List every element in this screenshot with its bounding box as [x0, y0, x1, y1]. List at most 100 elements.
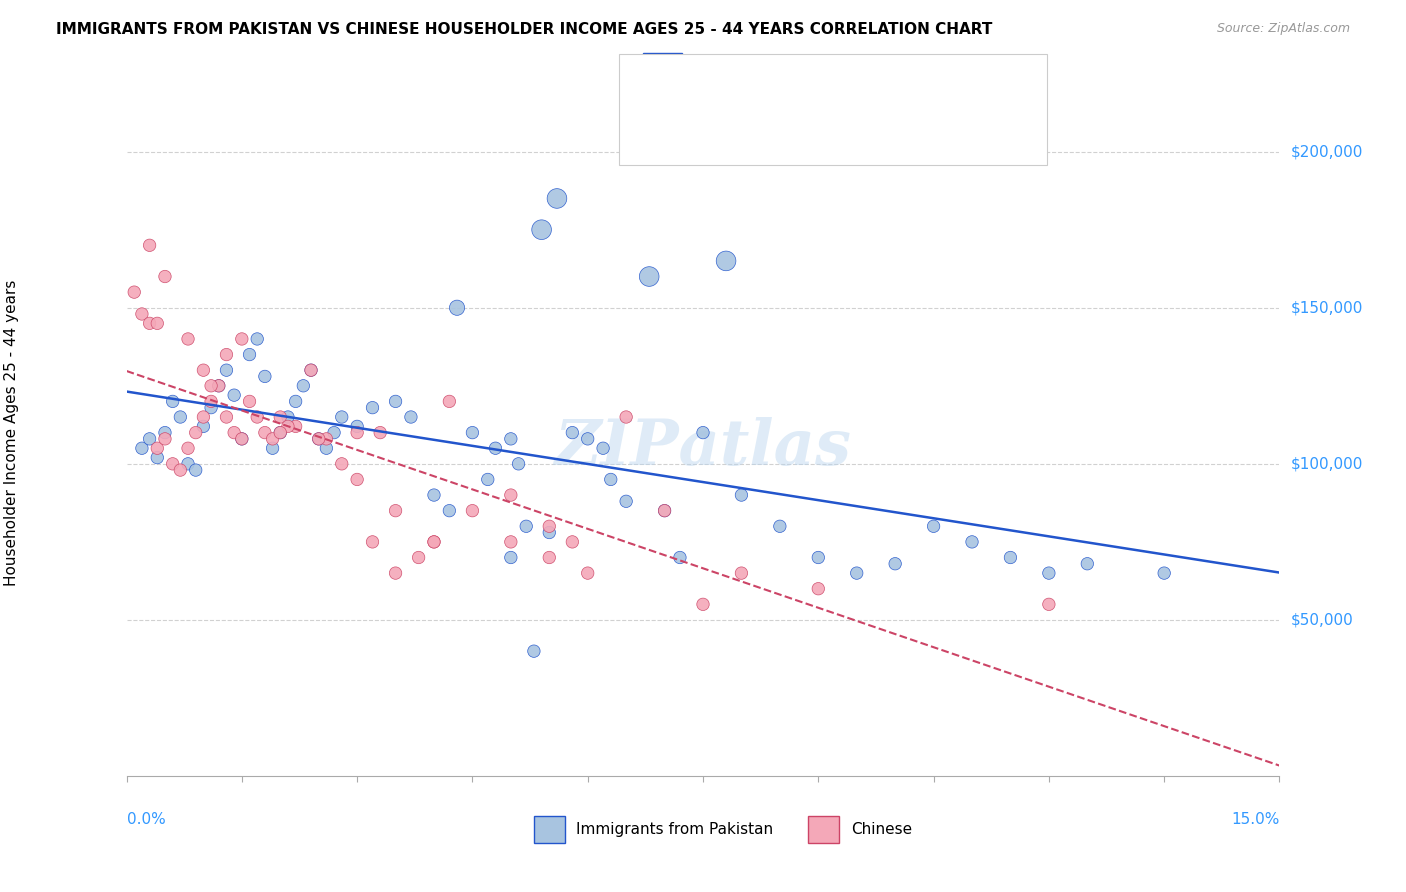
Point [461, 503, 484, 517]
Point [368, 425, 391, 440]
Point [200, 394, 222, 409]
Point [193, 419, 215, 434]
Text: -0.020: -0.020 [741, 62, 796, 77]
Text: N =: N = [823, 62, 866, 77]
Point [330, 410, 353, 425]
Point [138, 316, 160, 330]
Point [200, 401, 222, 415]
Point [1076, 557, 1098, 571]
Point [138, 432, 160, 446]
Text: N =: N = [823, 107, 866, 121]
Point [208, 378, 231, 392]
Point [1038, 598, 1060, 612]
Point [499, 488, 522, 502]
Point [599, 472, 621, 486]
Point [538, 519, 561, 533]
Point [162, 457, 184, 471]
Point [131, 442, 153, 455]
Point [215, 347, 238, 362]
Text: R =: R = [696, 62, 730, 77]
Point [193, 410, 215, 425]
Point [269, 410, 291, 425]
Point [146, 442, 169, 455]
Point [315, 432, 337, 446]
Point [638, 269, 661, 284]
Point [1038, 566, 1060, 581]
Point [845, 566, 868, 581]
Point [200, 378, 222, 392]
Point [308, 432, 330, 446]
Point [1153, 566, 1175, 581]
Point [960, 534, 983, 549]
Point [238, 347, 260, 362]
Point [246, 332, 269, 346]
Point [162, 394, 184, 409]
Point [461, 425, 484, 440]
Point [299, 363, 322, 377]
Point [446, 301, 468, 315]
Point [561, 425, 583, 440]
Text: -0.014: -0.014 [741, 107, 796, 121]
Point [714, 253, 737, 268]
Text: $200,000: $200,000 [1291, 145, 1364, 159]
Point [184, 463, 207, 477]
Point [523, 644, 546, 658]
Point [807, 582, 830, 596]
Point [546, 191, 568, 205]
Point [315, 442, 337, 455]
Text: 58: 58 [879, 107, 900, 121]
Point [692, 598, 714, 612]
Point [499, 534, 522, 549]
Point [423, 534, 446, 549]
Text: Source: ZipAtlas.com: Source: ZipAtlas.com [1216, 22, 1350, 36]
Point [253, 425, 276, 440]
Text: Chinese: Chinese [851, 822, 911, 837]
Point [399, 410, 422, 425]
Point [423, 534, 446, 549]
Point [224, 388, 246, 402]
Point [538, 525, 561, 540]
Point [499, 432, 522, 446]
Point [153, 425, 176, 440]
Point [284, 419, 307, 434]
Point [277, 419, 299, 434]
Point [769, 519, 792, 533]
Point [146, 450, 169, 465]
Point [292, 378, 315, 392]
Bar [808, 816, 839, 843]
Point [654, 503, 676, 517]
Point [384, 566, 406, 581]
Text: $100,000: $100,000 [1291, 457, 1364, 471]
Point [184, 425, 207, 440]
Point [177, 442, 200, 455]
Point [215, 410, 238, 425]
Point [346, 425, 368, 440]
Point [484, 442, 506, 455]
Point [122, 285, 145, 300]
Point [238, 394, 260, 409]
Point [576, 432, 599, 446]
Point [153, 269, 176, 284]
Point [253, 369, 276, 384]
Point [177, 457, 200, 471]
Point [614, 410, 637, 425]
Point [499, 550, 522, 565]
Point [269, 425, 291, 440]
Point [153, 432, 176, 446]
Point [231, 332, 253, 346]
Point [561, 534, 583, 549]
Point [131, 307, 153, 321]
Text: Householder Income Ages 25 - 44 years: Householder Income Ages 25 - 44 years [4, 279, 18, 586]
Point [224, 425, 246, 440]
Text: $150,000: $150,000 [1291, 301, 1364, 315]
Point [208, 378, 231, 392]
Point [730, 488, 752, 502]
Text: 15.0%: 15.0% [1232, 812, 1279, 827]
Point [538, 550, 561, 565]
Point [439, 394, 461, 409]
Point [323, 425, 346, 440]
Point [246, 410, 269, 425]
Text: ZIP​atlas: ZIP​atlas [554, 417, 852, 479]
Point [692, 425, 714, 440]
Point [346, 472, 368, 486]
